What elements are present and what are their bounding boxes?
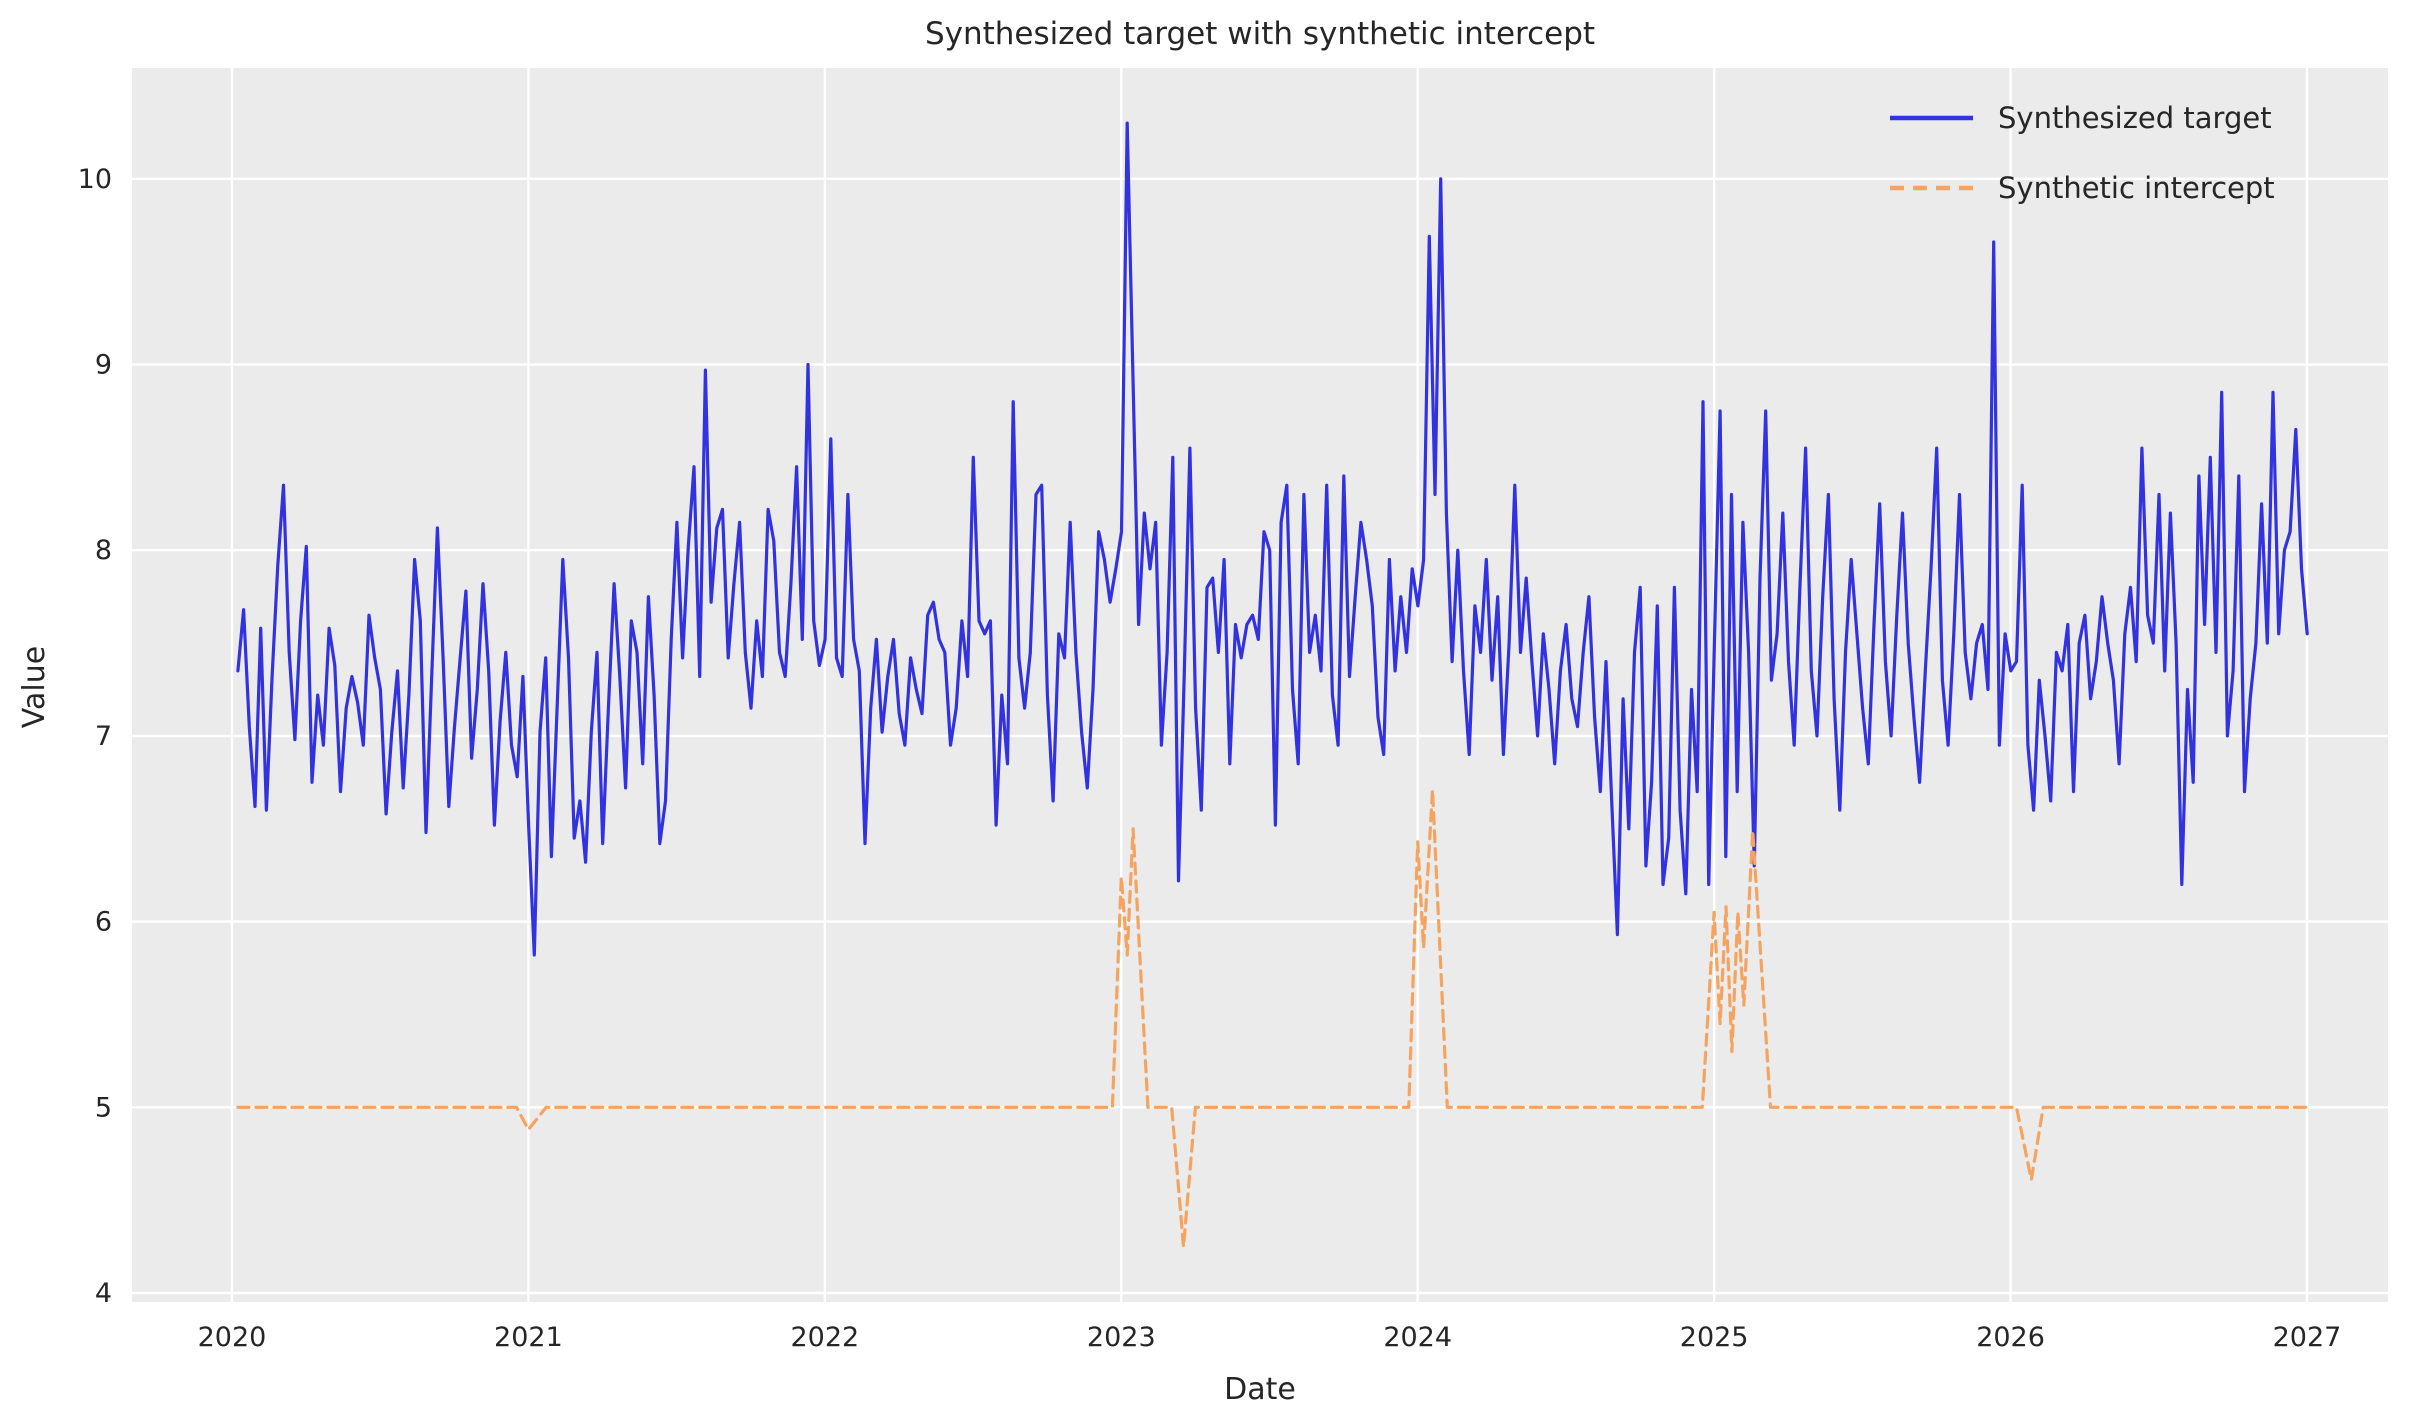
y-tick-label: 5	[95, 1092, 112, 1123]
x-axis-label: Date	[1224, 1372, 1296, 1407]
x-tick-label: 2025	[1680, 1322, 1749, 1353]
y-axis-label: Value	[17, 646, 52, 728]
series-line-1	[236, 788, 2309, 1249]
y-tick-label: 7	[95, 721, 112, 752]
y-tick-label: 4	[95, 1278, 112, 1309]
x-tick-label: 2023	[1087, 1322, 1156, 1353]
y-tick-label: 9	[95, 350, 112, 381]
y-tick-label: 6	[95, 907, 112, 938]
y-tick-label: 8	[95, 535, 112, 566]
x-tick-labels: 2020 2021 2022 2023 2024 2025 2026 2027	[198, 1322, 2342, 1353]
y-tick-labels: 4 5 6 7 8 9 10	[78, 164, 112, 1309]
series-line-0	[236, 121, 2309, 957]
data-series	[236, 121, 2309, 1249]
x-tick-label: 2026	[1976, 1322, 2045, 1353]
x-tick-label: 2020	[198, 1322, 267, 1353]
legend-label-intercept: Synthetic intercept	[1998, 171, 2275, 205]
y-tick-label: 10	[78, 164, 112, 195]
x-tick-label: 2024	[1383, 1322, 1452, 1353]
x-tick-label: 2021	[494, 1322, 563, 1353]
legend: Synthesized target Synthetic intercept	[1890, 101, 2275, 205]
legend-label-target: Synthesized target	[1998, 101, 2272, 135]
chart-title: Synthesized target with synthetic interc…	[925, 16, 1595, 52]
x-tick-label: 2027	[2273, 1322, 2342, 1353]
x-tick-label: 2022	[790, 1322, 859, 1353]
